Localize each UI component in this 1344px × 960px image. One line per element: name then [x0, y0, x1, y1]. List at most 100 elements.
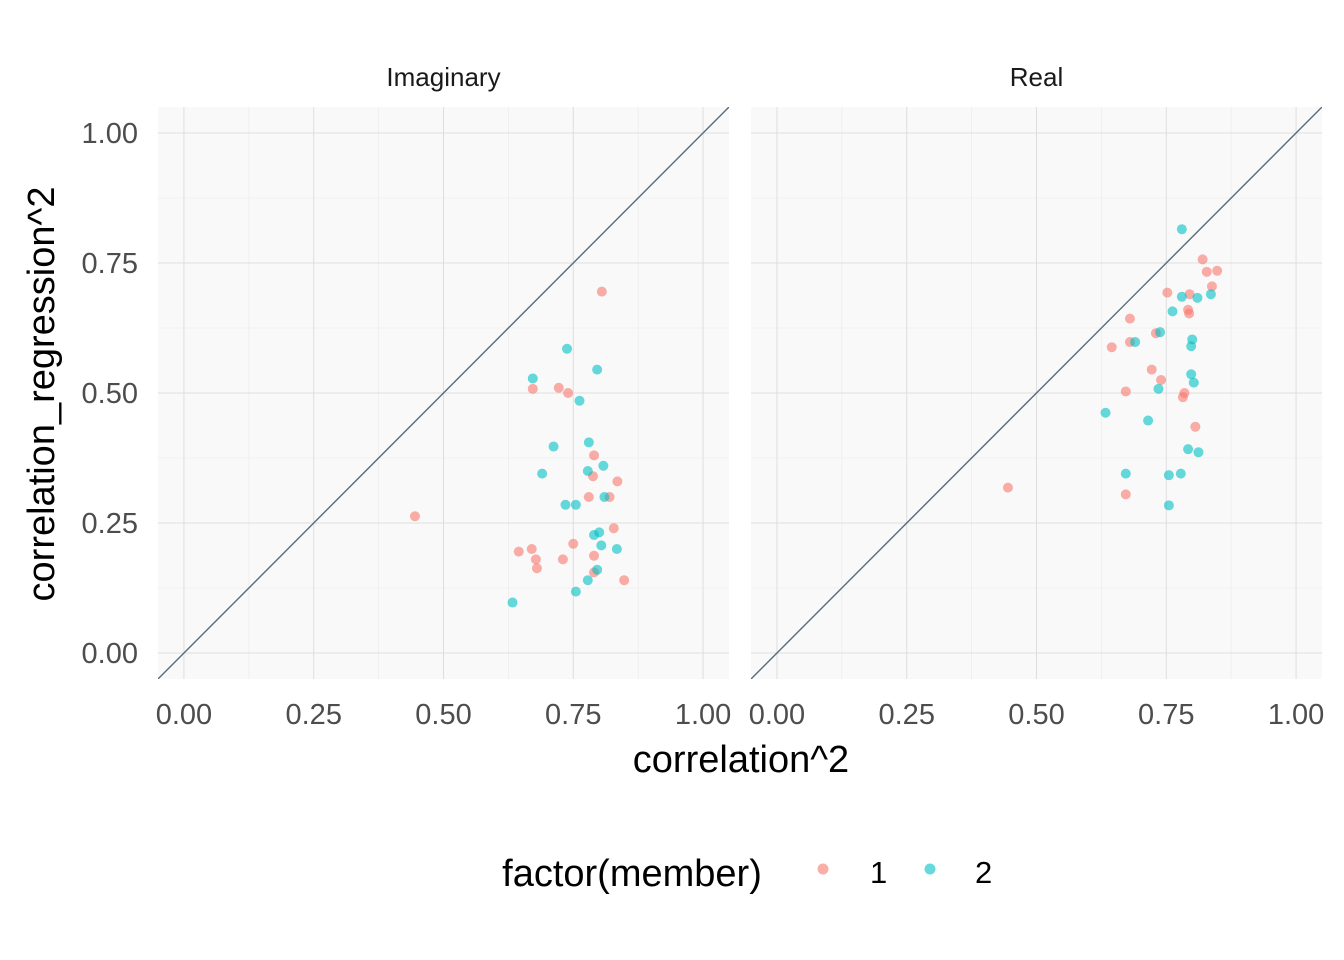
- legend-key: [924, 863, 936, 875]
- facet-panel-imaginary: Imaginary: [158, 62, 729, 679]
- data-point: [531, 563, 542, 574]
- data-point: [574, 395, 585, 406]
- data-point: [1184, 308, 1195, 319]
- data-point: [619, 575, 630, 586]
- x-axes: 0.00 0.25 0.50 0.75 1.00 0.00 0.25 0.50 0.75 1.00: [156, 699, 1325, 731]
- data-point: [589, 529, 600, 540]
- y-tick-label: 0.50: [82, 378, 138, 410]
- data-point: [599, 492, 610, 502]
- data-point: [530, 554, 541, 565]
- x-tick-label: 1.00: [1268, 699, 1324, 731]
- data-point: [583, 437, 594, 448]
- data-point: [1176, 291, 1187, 302]
- data-point: [1106, 342, 1117, 353]
- y-tick-label: 0.00: [82, 638, 138, 670]
- data-point: [611, 544, 622, 554]
- data-point: [1130, 337, 1141, 348]
- x-tick-label: 0.00: [156, 699, 212, 731]
- data-point: [1201, 266, 1212, 277]
- data-point: [409, 511, 420, 522]
- data-point: [548, 441, 559, 452]
- data-point: [507, 597, 518, 608]
- data-point: [563, 388, 574, 398]
- data-point: [592, 364, 603, 375]
- facet-strip-label: Imaginary: [386, 62, 500, 92]
- data-point: [1156, 375, 1167, 385]
- facet-panels: Imaginary Real: [158, 62, 1322, 679]
- x-tick-label: 0.25: [286, 699, 342, 731]
- legend-title: factor(member): [502, 853, 762, 895]
- x-tick-label: 0.00: [749, 699, 805, 731]
- data-point: [612, 476, 623, 487]
- data-point: [1162, 287, 1173, 298]
- y-tick-label: 0.25: [82, 508, 138, 540]
- data-point: [1192, 292, 1203, 303]
- data-point: [1163, 500, 1174, 511]
- data-point: [527, 383, 538, 394]
- data-point: [598, 460, 609, 471]
- legend-label: 2: [975, 855, 992, 890]
- data-point: [1153, 383, 1164, 394]
- data-point: [582, 575, 593, 586]
- legend-entry-2: 2: [924, 855, 992, 890]
- data-point: [1193, 447, 1204, 458]
- x-tick-label: 1.00: [675, 699, 731, 731]
- series-2: [507, 343, 622, 608]
- data-point: [1206, 281, 1217, 292]
- data-point: [1177, 392, 1188, 403]
- y-axis-title: correlation_regression^2: [21, 187, 63, 602]
- data-point: [1176, 224, 1187, 235]
- legend-entry-1: 1: [817, 855, 887, 890]
- data-point: [553, 382, 564, 393]
- data-point: [582, 466, 593, 476]
- y-tick-label: 1.00: [82, 118, 138, 150]
- x-axis-title: correlation^2: [633, 739, 849, 781]
- facet-strip-label: Real: [1010, 62, 1063, 92]
- x-tick-label: 0.50: [1008, 699, 1064, 731]
- series-1: [409, 286, 630, 586]
- x-tick-label: 0.75: [1138, 699, 1194, 731]
- data-point: [1190, 421, 1201, 432]
- data-point: [1120, 489, 1131, 500]
- data-point: [526, 544, 537, 554]
- data-point: [537, 468, 548, 479]
- data-point: [1163, 470, 1174, 481]
- data-point: [1124, 313, 1135, 324]
- data-point: [1002, 482, 1013, 493]
- data-point: [608, 523, 619, 534]
- data-point: [1186, 369, 1197, 380]
- facet-panel-real: Real: [751, 62, 1322, 679]
- data-point: [596, 286, 607, 297]
- legend-label: 1: [870, 855, 887, 890]
- series-2: [1100, 224, 1216, 511]
- data-point: [562, 343, 573, 354]
- reference-line-identity: [751, 107, 1322, 679]
- data-point: [1120, 468, 1131, 479]
- data-point: [1184, 289, 1195, 300]
- y-axis: 0.00 0.25 0.50 0.75 1.00: [82, 118, 138, 670]
- data-point: [583, 492, 594, 502]
- data-point: [1146, 364, 1157, 375]
- data-point: [1175, 468, 1186, 479]
- x-tick-label: 0.25: [879, 699, 935, 731]
- data-point: [1188, 377, 1199, 388]
- legend: factor(member) 1 2: [502, 853, 992, 895]
- x-tick-label: 0.50: [415, 699, 471, 731]
- data-point: [1100, 407, 1111, 418]
- data-point: [1183, 444, 1194, 455]
- data-point: [1212, 265, 1223, 276]
- data-point: [1197, 254, 1208, 265]
- data-point: [589, 550, 600, 561]
- data-point: [1155, 327, 1166, 338]
- series-1: [1002, 254, 1223, 500]
- data-point: [1186, 341, 1197, 352]
- data-point: [1120, 386, 1131, 397]
- data-point: [527, 373, 538, 384]
- data-point: [557, 554, 568, 565]
- data-point: [1205, 289, 1216, 300]
- x-tick-label: 0.75: [545, 699, 601, 731]
- y-tick-label: 0.75: [82, 248, 138, 280]
- data-point: [1143, 415, 1154, 426]
- data-point: [570, 586, 581, 597]
